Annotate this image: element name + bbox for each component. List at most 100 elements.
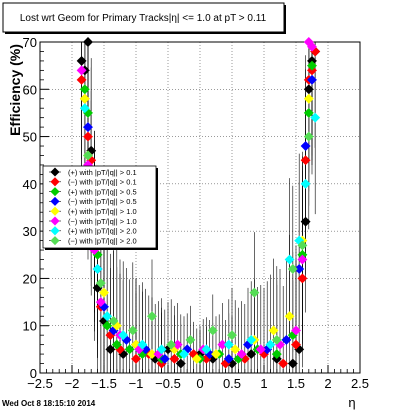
data-point: [291, 339, 301, 350]
legend-label: (+) with |pT/|q|| > 0.1: [68, 168, 137, 177]
data-point: [76, 74, 87, 85]
data-point: [217, 339, 228, 350]
y-tick-label: 70: [23, 35, 37, 50]
data-point: [201, 344, 212, 355]
data-point: [271, 349, 282, 360]
legend-marker: [50, 196, 60, 206]
data-point: [249, 287, 260, 298]
data-point: [287, 358, 298, 369]
legend-marker: [50, 167, 60, 177]
data-point: [300, 155, 311, 166]
legend-item: (−) with |pT/|q|| > 1.0: [49, 216, 137, 226]
legend-item: (−) with |pT/|q|| > 0.1: [49, 177, 137, 187]
data-point: [147, 349, 157, 360]
data-point: [156, 344, 167, 355]
legend: (+) with |pT/|q|| > 0.1(−) with |pT/|q||…: [42, 165, 158, 250]
legend-item: (−) with |pT/|q|| > 0.5: [49, 196, 137, 206]
data-point: [172, 339, 183, 350]
legend-label: (−) with |pT/|q|| > 1.0: [68, 217, 137, 226]
data-point: [278, 358, 289, 369]
legend-label: (+) with |pT/|q|| > 1.0: [68, 207, 137, 216]
data-point: [79, 93, 90, 104]
data-point: [300, 178, 311, 189]
data-point: [246, 349, 257, 360]
y-tick-label: 10: [23, 319, 37, 334]
data-point: [284, 311, 295, 322]
timestamp-footer: Wed Oct 8 18:15:10 2014: [2, 399, 96, 408]
data-point: [175, 358, 186, 369]
data-point: [223, 353, 234, 364]
legend-label: (−) with |pT/|q|| > 0.1: [68, 178, 137, 187]
data-point: [284, 254, 295, 265]
data-point: [179, 349, 189, 360]
x-tick-label: 0: [196, 376, 203, 391]
legend-item: (+) with |pT/|q|| > 2.0: [49, 226, 137, 236]
x-tick-label: −1: [129, 376, 144, 391]
data-point: [300, 216, 311, 227]
legend-label: (+) with |pT/|q|| > 2.0: [68, 227, 137, 236]
x-tick-label: 2.5: [351, 376, 369, 391]
data-point: [297, 273, 308, 284]
data-point: [159, 353, 170, 364]
data-point: [246, 334, 257, 345]
x-tick-label: 1.5: [287, 376, 305, 391]
x-axis: −2.5 −2 −1.5 −1 −0.5 0 0.5 1 1.5 2 2.5: [27, 365, 369, 391]
data-point: [147, 311, 157, 322]
data-point: [124, 344, 135, 355]
data-point: [207, 325, 218, 336]
data-point: [227, 330, 237, 341]
data-point: [137, 339, 148, 350]
data-point: [131, 353, 141, 364]
data-point: [291, 325, 301, 336]
legend-item: (+) with |pT/|q|| > 0.1: [49, 167, 137, 177]
legend-item: (+) with |pT/|q|| > 1.0: [49, 206, 137, 216]
data-point: [297, 240, 308, 251]
y-tick-label: 40: [23, 177, 37, 192]
x-tick-label: 2: [324, 376, 331, 391]
data-point: [83, 37, 93, 47]
data-point: [79, 84, 90, 95]
legend-label: (−) with |pT/|q|| > 2.0: [68, 236, 137, 245]
data-point: [281, 334, 292, 345]
legend-marker: [50, 177, 60, 187]
data-point: [76, 65, 87, 76]
legend-label: (−) with |pT/|q|| > 0.5: [68, 197, 137, 206]
chart-title-box: Lost wrt Geom for Primary Tracks|η| <= 1…: [2, 2, 286, 34]
data-point: [230, 344, 241, 355]
y-tick-label: 20: [23, 271, 37, 286]
data-point: [169, 353, 180, 364]
data-point: [303, 131, 314, 142]
data-point: [211, 349, 221, 360]
x-tick-label: −1.5: [91, 376, 117, 391]
data-point: [166, 339, 177, 350]
x-tick-label: 0.5: [223, 376, 241, 391]
legend-marker: [50, 216, 60, 226]
y-tick-label: 0: [30, 366, 37, 381]
data-point: [287, 264, 298, 274]
x-tick-label: −2.5: [27, 376, 53, 391]
data-point: [127, 325, 138, 336]
data-point: [76, 55, 87, 66]
data-point: [223, 339, 234, 350]
y-tick-label: 60: [23, 82, 37, 97]
x-tick-label: −2: [65, 376, 80, 391]
data-point: [83, 122, 93, 133]
chart-title: Lost wrt Geom for Primary Tracks|η| <= 1…: [20, 13, 267, 24]
data-point: [191, 353, 202, 364]
data-point: [79, 103, 90, 114]
data-point: [185, 334, 196, 345]
x-axis-label: η: [348, 395, 355, 410]
data-point: [83, 131, 93, 142]
x-tick-label: −0.5: [155, 376, 181, 391]
data-point: [265, 339, 276, 350]
x-tick-label: 1: [260, 376, 267, 391]
data-point: [271, 334, 282, 345]
legend-label: (+) with |pT/|q|| > 0.5: [68, 187, 137, 196]
y-tick-label: 30: [23, 224, 37, 239]
data-point: [297, 254, 308, 265]
y-tick-label: 50: [23, 130, 37, 145]
data-point: [268, 325, 279, 336]
legend-marker: [50, 226, 60, 236]
data-point: [236, 349, 247, 360]
